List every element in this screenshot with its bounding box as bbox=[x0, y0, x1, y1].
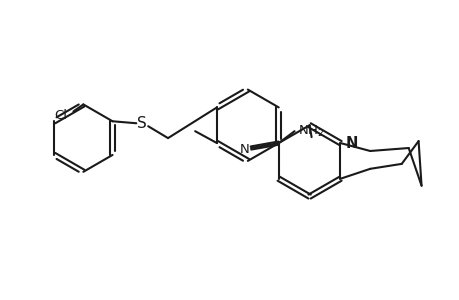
Text: Cl: Cl bbox=[55, 109, 67, 122]
Text: N: N bbox=[240, 142, 249, 155]
Text: S: S bbox=[137, 116, 147, 131]
Text: N: N bbox=[345, 136, 357, 151]
Text: NH$_2$: NH$_2$ bbox=[298, 124, 324, 139]
